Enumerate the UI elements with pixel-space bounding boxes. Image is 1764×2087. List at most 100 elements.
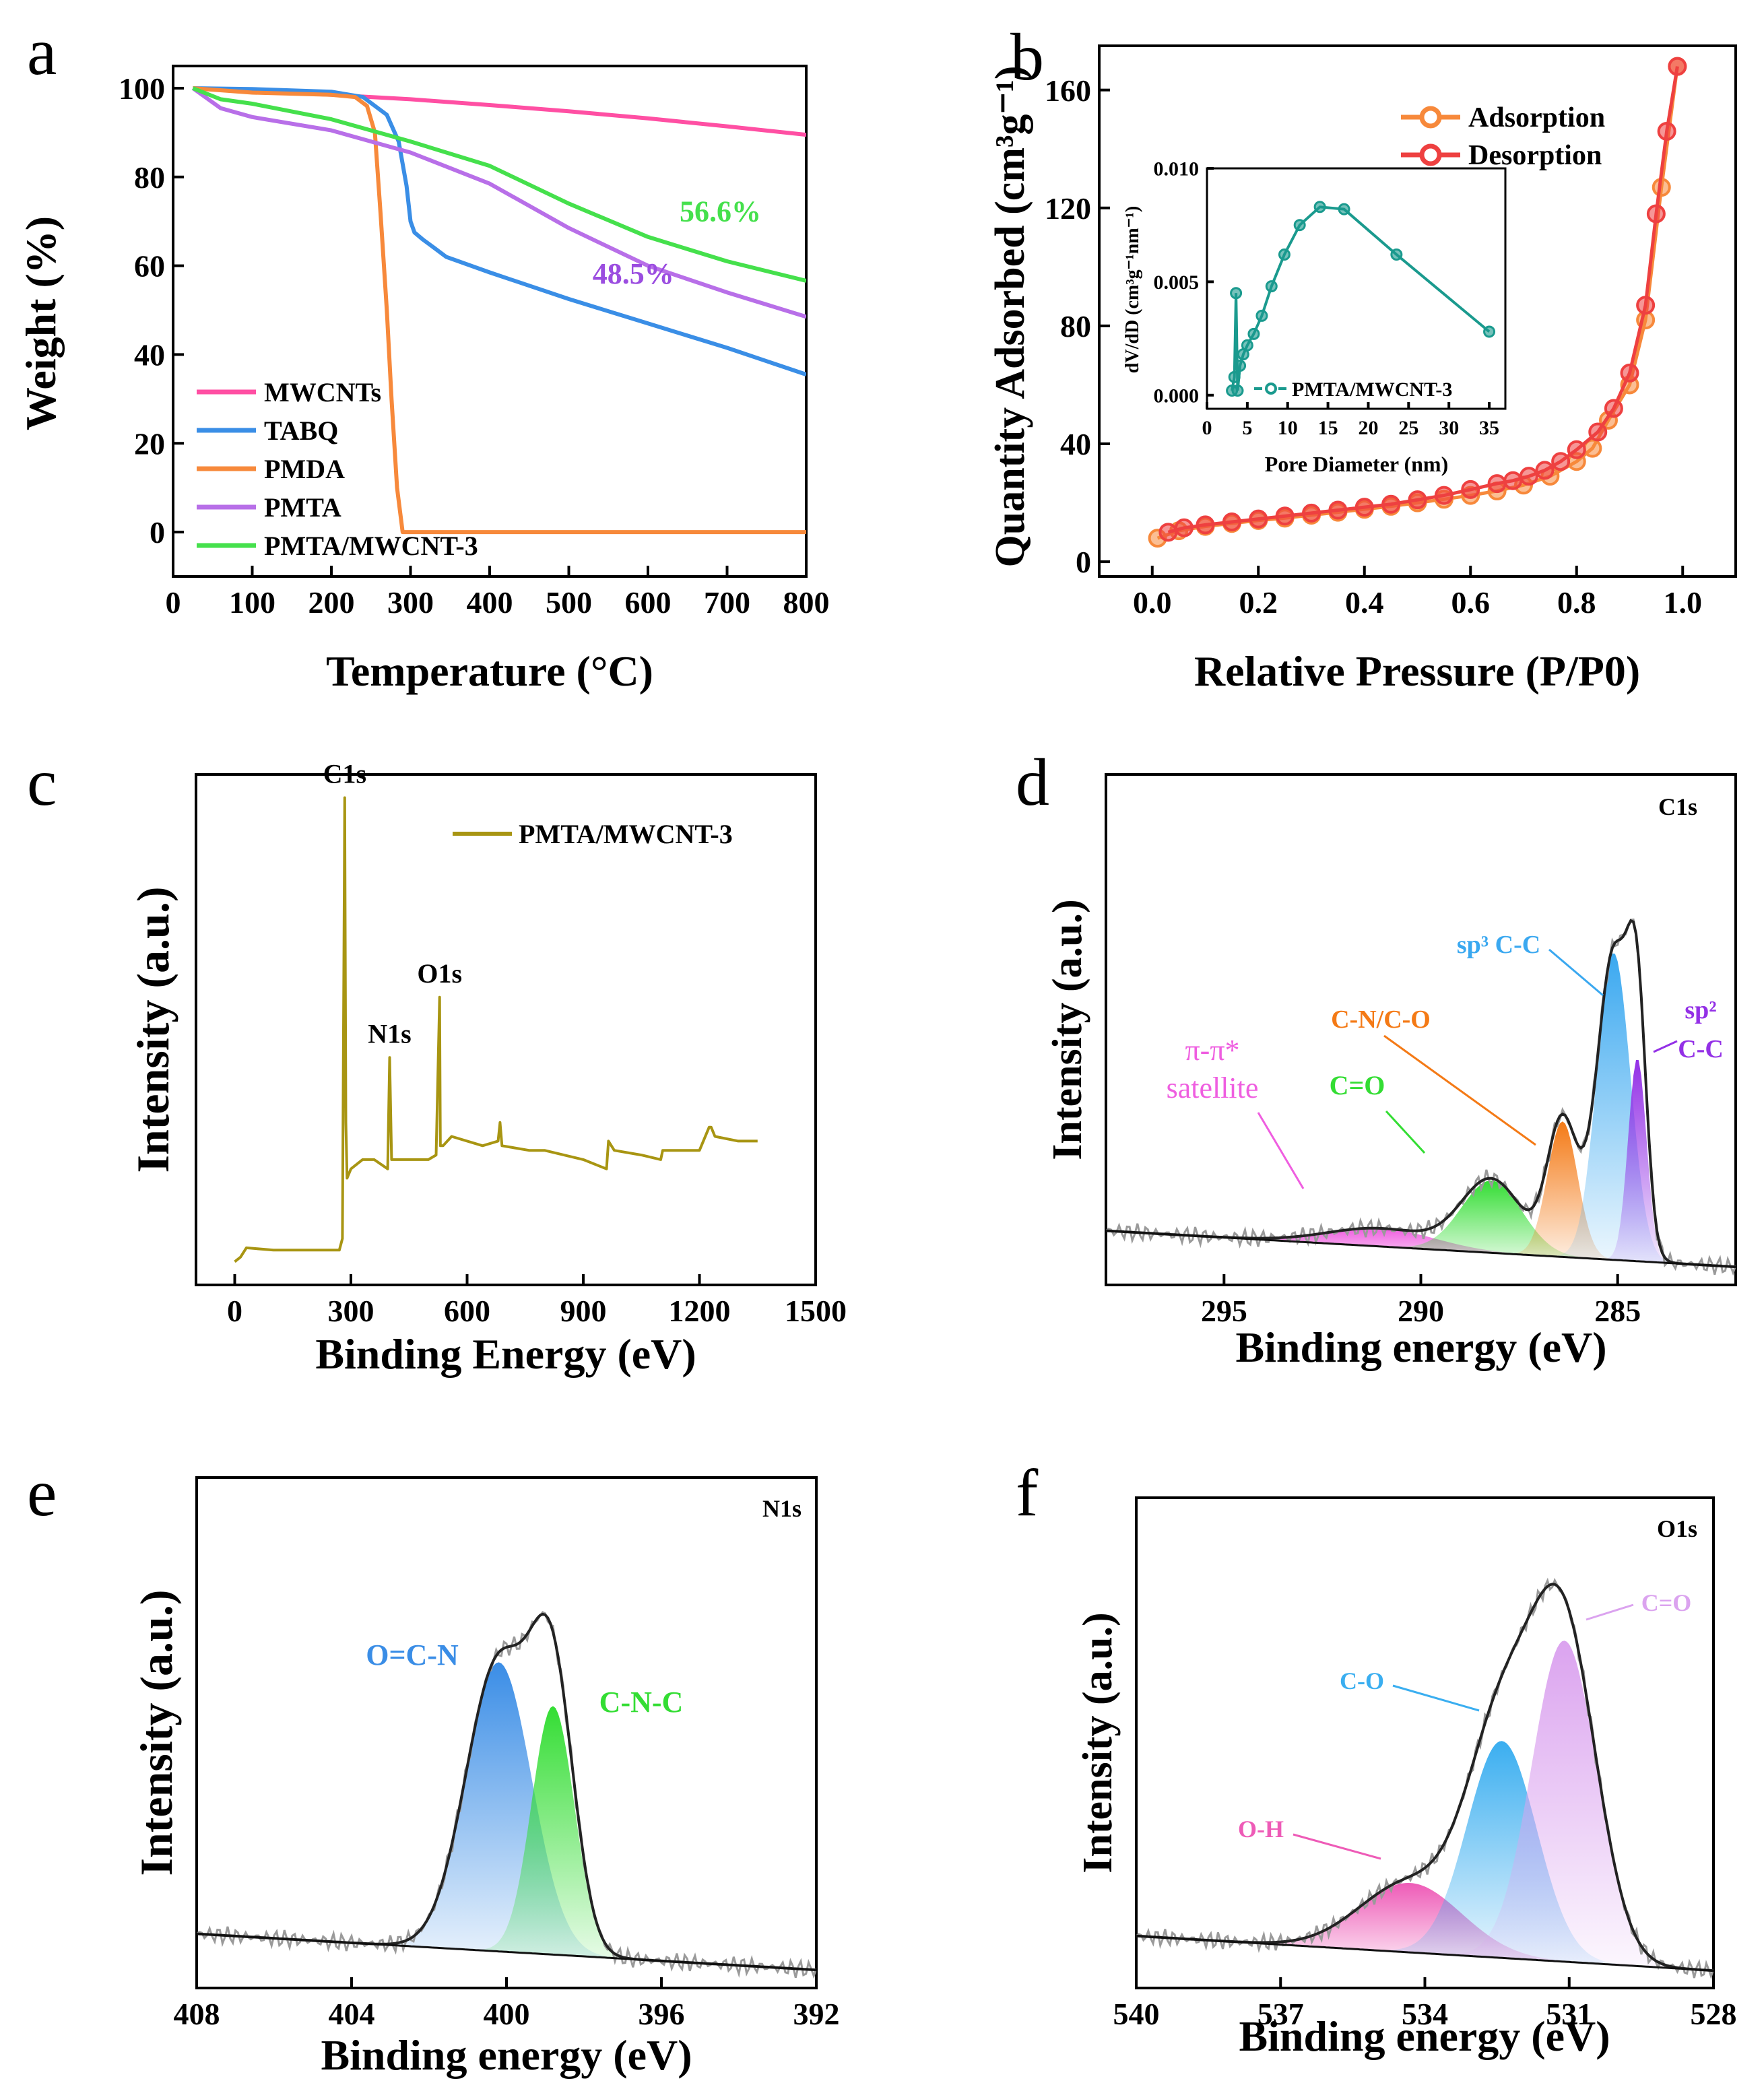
inset-y-axis-label: dV/dD (cm³g⁻¹nm⁻¹)	[1122, 206, 1143, 373]
data-point-desorption	[1381, 494, 1401, 514]
callout-arrow-sp3	[1548, 948, 1604, 997]
background-line	[197, 1933, 816, 1971]
ticks-c: 0 300 600 900 1200 1500	[227, 1274, 847, 1328]
peak-label-n1s: N1s	[368, 1018, 411, 1049]
panel-d: d 295 290 285 C1s sp³ C-C C-N/C-O sp² C-C …	[1016, 745, 1737, 1371]
panel-label-b: b	[1010, 20, 1044, 94]
x-tick-label: 0.8	[1557, 585, 1596, 620]
x-tick-label: 0	[1202, 417, 1212, 439]
inset-x-axis-label: Pore Diameter (nm)	[1265, 452, 1448, 476]
peak-label-sp3: sp³ C-C	[1457, 931, 1540, 959]
legend-label-tabq: TABQ	[264, 416, 338, 446]
peak-label-sp2: sp²	[1685, 996, 1716, 1024]
y-tick-label: 0.000	[1154, 385, 1200, 407]
panel-a: a 0 100 200 300 400 500 600 700 800020406080100 …	[17, 14, 830, 695]
ticks-f: 540 537 534 531 528	[1113, 1977, 1737, 2031]
y-tick-label: 20	[134, 426, 165, 461]
data-point-desorption	[1158, 523, 1178, 542]
panel-label-c: c	[27, 745, 57, 820]
x-tick-label: 534	[1402, 1997, 1448, 2031]
peak-label-c-eq-o-f: C=O	[1641, 1589, 1692, 1616]
data-point-desorption	[1657, 121, 1676, 141]
y-tick-label: 80	[134, 160, 165, 195]
x-tick-label: 500	[546, 585, 592, 620]
series-line-pmta-mwcnt-3	[192, 86, 806, 283]
annotation-48-5: 48.5%	[593, 257, 674, 290]
background-line	[1136, 1935, 1713, 1972]
plot-frame-c	[195, 773, 817, 1286]
data-point-desorption	[1620, 363, 1639, 383]
x-tick-label: 600	[444, 1294, 490, 1328]
callout-arrow-satellite	[1257, 1112, 1305, 1189]
x-tick-label: 290	[1398, 1294, 1444, 1328]
x-tick-label: 0	[227, 1294, 242, 1328]
x-axis-label-f: Binding energy (eV)	[1239, 2012, 1610, 2060]
peak-callouts-f: O-H C-O C=O	[1238, 1589, 1692, 1860]
x-tick-label: 404	[329, 1997, 375, 2031]
panel-label-f: f	[1016, 1455, 1039, 1530]
x-tick-label: 531	[1546, 1997, 1592, 2031]
data-point-desorption	[1551, 452, 1571, 471]
panel-label-d: d	[1016, 745, 1049, 820]
inset-data-point	[1338, 203, 1350, 216]
callout-arrow-c-eq-o-f	[1586, 1603, 1634, 1621]
series-line-pmta-mwcnt-3	[234, 796, 758, 1263]
series-group-d	[1106, 918, 1736, 1276]
y-tick-label: 0.010	[1154, 158, 1200, 180]
x-tick-label: 0.6	[1451, 585, 1491, 620]
data-point-desorption	[1275, 506, 1295, 526]
series-line-pmta	[191, 86, 806, 319]
peak-label-satellite: satellite	[1167, 1071, 1259, 1104]
plot-frame-b	[1098, 44, 1737, 578]
inset-data-point	[1265, 280, 1278, 293]
legend-label-adsorption: Adsorption	[1468, 102, 1605, 133]
peak-area-c-o	[1136, 1641, 1713, 1971]
y-tick-label: 60	[134, 249, 165, 284]
data-point-desorption	[1503, 471, 1523, 490]
y-axis-label-f: Intensity (a.u.)	[1075, 1612, 1121, 1874]
x-tick-label: 25	[1398, 417, 1418, 439]
subtitle-d: C1s	[1658, 793, 1697, 820]
inset-data-point	[1390, 248, 1403, 261]
data-point-desorption	[1461, 479, 1480, 499]
peak-label-cn-co: C-N/C-O	[1331, 1005, 1431, 1034]
x-tick-label: 408	[174, 1997, 220, 2031]
x-tick-label: 700	[704, 585, 750, 620]
x-tick-label: 0.0	[1133, 585, 1172, 620]
inset-data-point	[1278, 248, 1291, 261]
peak-label-pi-pi: π-π*	[1185, 1034, 1239, 1067]
inset-data-point	[1230, 287, 1243, 300]
panel-f: f 540 537 534 531 528 O1s O-H C-O C=O Bindin…	[1016, 1455, 1737, 2060]
peak-area-o-h	[1136, 1883, 1713, 1971]
y-axis-label-a: Weight (%)	[17, 216, 65, 430]
data-point-desorption	[1196, 515, 1215, 535]
y-tick-label: 40	[134, 338, 165, 372]
x-tick-label: 20	[1358, 417, 1378, 439]
y-tick-label: 120	[1045, 191, 1091, 226]
inset-data-point	[1234, 360, 1247, 372]
inset-data-point	[1255, 309, 1268, 322]
x-tick-label: 400	[484, 1997, 530, 2031]
series-group-b	[1148, 57, 1687, 548]
inset-data-point	[1483, 325, 1496, 338]
x-tick-label: 528	[1691, 1997, 1737, 2031]
y-tick-label: 0	[150, 515, 165, 550]
peak-label-sp2-cc: C-C	[1678, 1035, 1724, 1063]
x-tick-label: 285	[1594, 1294, 1641, 1328]
inset-legend-label: PMTA/MWCNT-3	[1292, 378, 1452, 401]
panel-label-a: a	[27, 14, 57, 89]
y-axis-label-d: Intensity (a.u.)	[1045, 899, 1090, 1160]
y-tick-label: 100	[119, 71, 165, 106]
data-point-desorption	[1175, 518, 1194, 537]
peak-label-o-eq-c-n: O=C-N	[366, 1638, 459, 1671]
x-tick-label: 800	[783, 585, 830, 620]
callout-arrow-c-o	[1392, 1684, 1480, 1712]
data-point-desorption	[1567, 440, 1586, 459]
legend-label-pmta-mwcnt-3: PMTA/MWCNT-3	[264, 531, 478, 561]
x-axis-label-a: Temperature (°C)	[326, 647, 653, 695]
data-point-desorption	[1636, 296, 1656, 315]
x-axis-label-d: Binding energy (eV)	[1235, 1323, 1606, 1371]
data-point-desorption	[1408, 490, 1427, 510]
data-point-desorption	[1302, 503, 1321, 523]
